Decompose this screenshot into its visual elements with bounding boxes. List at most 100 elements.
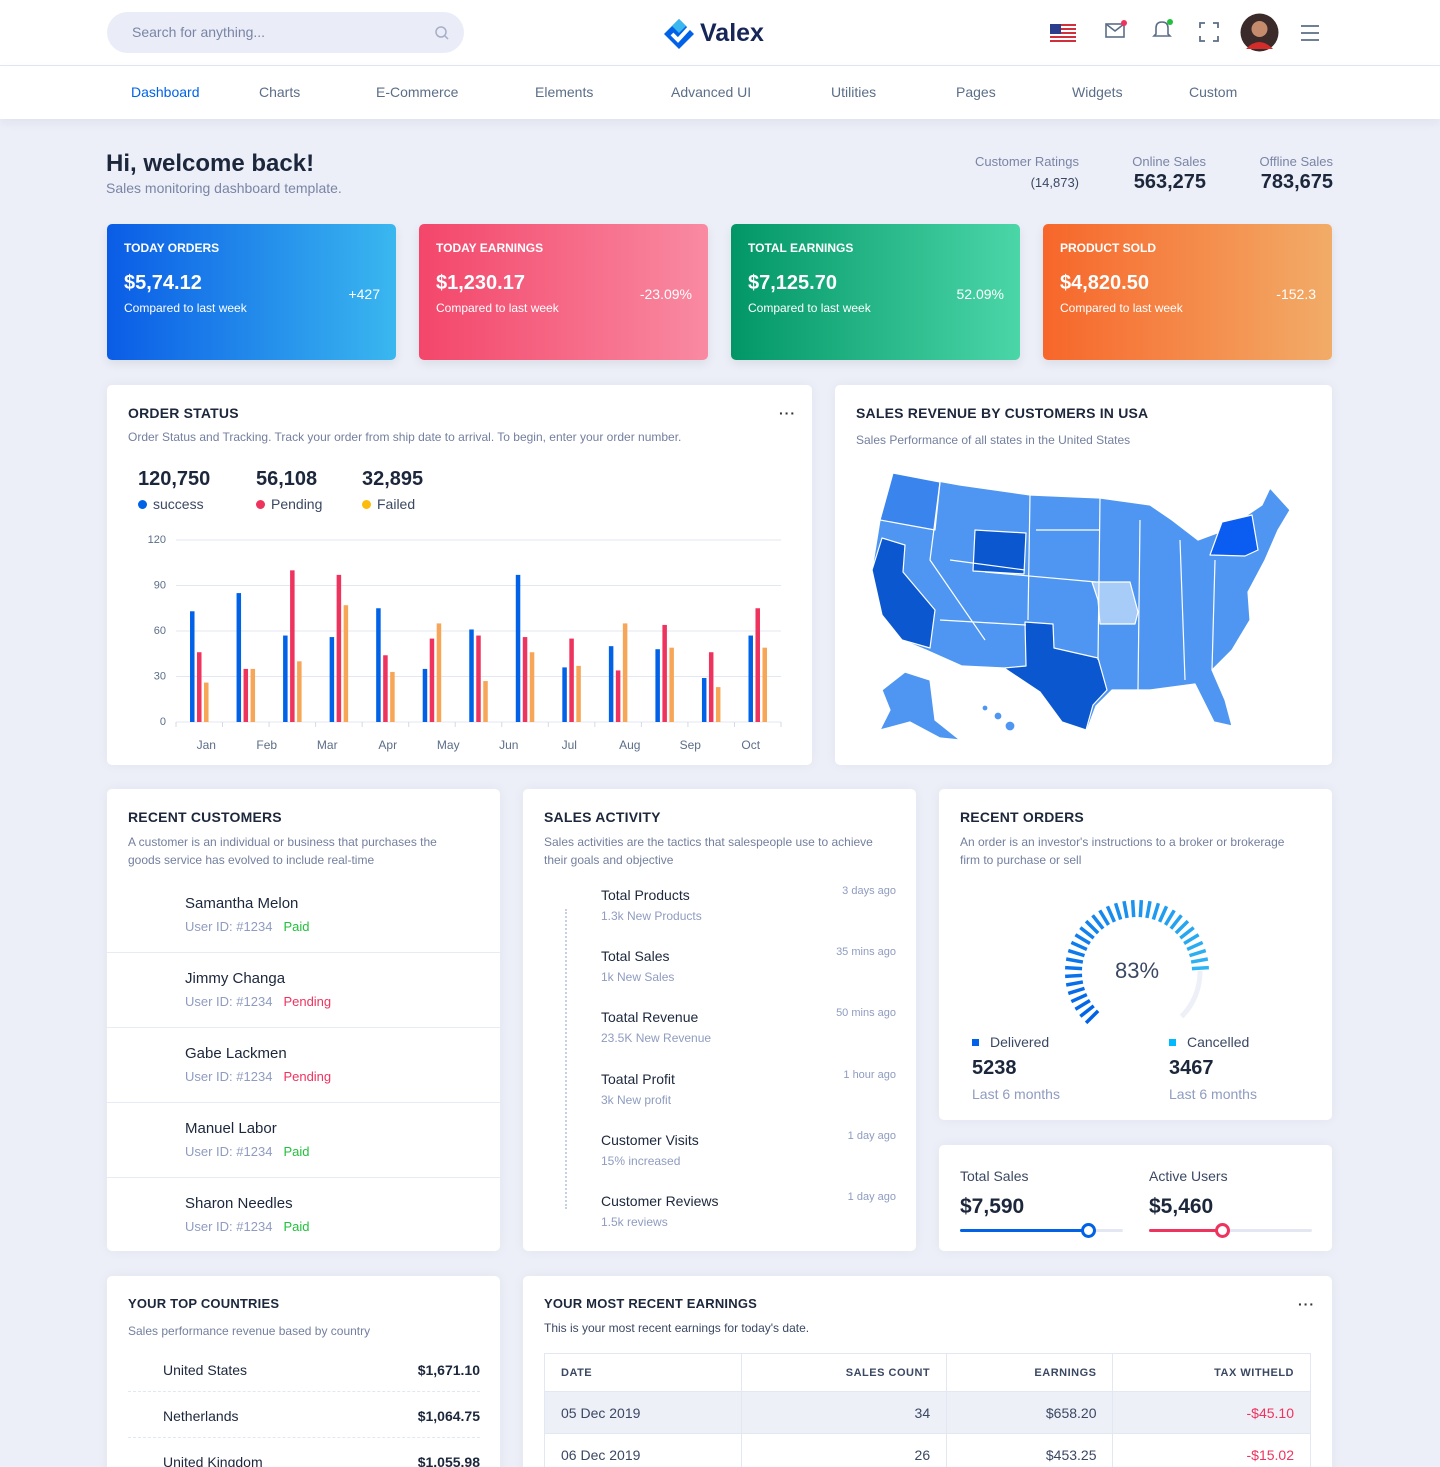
legend-item: success xyxy=(138,496,204,512)
stat-label: Offline Sales xyxy=(1259,154,1333,169)
legend-dot xyxy=(138,499,147,509)
card-title: RECENT ORDERS xyxy=(960,809,1084,825)
nav-item[interactable]: Utilities xyxy=(822,82,879,102)
fullscreen-icon[interactable] xyxy=(1199,22,1219,42)
search-box[interactable]: Search for anything... xyxy=(107,12,464,53)
card-title: PRODUCT SOLD xyxy=(1060,241,1156,255)
customer-name: Sharon Needles xyxy=(185,1195,293,1212)
slider-knob[interactable] xyxy=(1081,1223,1096,1238)
gauge-tick xyxy=(1130,900,1136,918)
table-cell: 34 xyxy=(740,1391,948,1434)
bar xyxy=(422,668,428,722)
user-avatar[interactable] xyxy=(1240,13,1279,52)
bar xyxy=(483,681,488,722)
row-divider xyxy=(107,952,500,953)
order-status-card: ORDER STATUS Order Status and Tracking. … xyxy=(107,385,812,765)
map-state[interactable] xyxy=(1091,581,1139,625)
legend-period: Last 6 months xyxy=(972,1086,1060,1102)
map-hawaii[interactable] xyxy=(1004,720,1016,732)
customer-name: Gabe Lackmen xyxy=(185,1045,287,1062)
bar xyxy=(515,574,521,722)
map-hawaii[interactable] xyxy=(993,711,1003,721)
bar xyxy=(190,611,195,722)
gauge-tick xyxy=(1186,940,1204,952)
map-state[interactable] xyxy=(1209,514,1259,557)
nav-item[interactable]: Elements xyxy=(526,82,596,102)
bar xyxy=(655,649,660,722)
y-tick-label: 30 xyxy=(154,670,166,682)
x-tick-label: Mar xyxy=(317,738,338,752)
customer-meta: User ID: #1234 Pending xyxy=(185,994,331,1009)
more-menu[interactable]: ··· xyxy=(1298,1296,1315,1312)
row-divider xyxy=(107,1027,500,1028)
map-state[interactable] xyxy=(879,472,941,531)
gauge-tick xyxy=(1079,1004,1095,1018)
nav-item[interactable]: E-Commerce xyxy=(367,82,461,102)
search-icon xyxy=(435,26,449,40)
main-nav: Dashboard Charts E-Commerce Elements Advance… xyxy=(0,66,1440,119)
table-row: 06 Dec 2019 26 $453.25 -$15.02 xyxy=(544,1433,1311,1467)
map-alaska[interactable] xyxy=(879,671,961,741)
summary-total: 56,108 xyxy=(256,468,318,490)
country-value: $1,064.75 xyxy=(417,1408,480,1424)
more-menu[interactable]: ··· xyxy=(779,405,796,421)
bar xyxy=(522,637,528,722)
mail-icon[interactable] xyxy=(1104,18,1128,42)
y-tick-label: 90 xyxy=(154,579,166,591)
card-title: TODAY EARNINGS xyxy=(436,241,544,255)
map-hawaii[interactable] xyxy=(981,704,989,712)
activity-time: 1 day ago xyxy=(847,1129,896,1142)
recent-orders-card: RECENT ORDERS An order is an investor's … xyxy=(939,789,1332,1120)
bar-chart: 0 30 60 90 120 Jan Feb Mar Apr May Jun Jul Aug Sep Oct xyxy=(148,534,782,752)
customer-name: Samantha Melon xyxy=(185,895,299,912)
card-note: Compared to last week xyxy=(748,301,871,315)
map-state[interactable] xyxy=(1003,621,1108,731)
flag-icon[interactable] xyxy=(1050,24,1076,42)
nav-item[interactable]: Charts xyxy=(250,82,303,102)
menu-icon[interactable] xyxy=(1300,24,1320,42)
totals-card: Total Sales $7,590 Active Users $5,460 xyxy=(939,1145,1332,1251)
bar xyxy=(236,593,242,722)
activity-time: 50 mins ago xyxy=(836,1007,896,1020)
gauge-tick xyxy=(1070,992,1088,1004)
map-state[interactable] xyxy=(871,537,936,649)
gauge-tick xyxy=(1067,948,1086,958)
card-subtitle: Sales activities are the tactics that sa… xyxy=(544,835,873,867)
gauge-tick xyxy=(1098,909,1111,926)
legend-name: Delivered xyxy=(990,1034,1050,1050)
activity-time: 35 mins ago xyxy=(836,946,896,959)
legend-label: success xyxy=(153,496,204,512)
table-cell: -$15.02 xyxy=(1112,1433,1311,1467)
legend-value: 3467 xyxy=(1169,1057,1214,1079)
nav-label: Custom xyxy=(1189,84,1238,100)
slider-knob[interactable] xyxy=(1215,1223,1230,1238)
nav-item[interactable]: Pages xyxy=(947,82,999,102)
bar xyxy=(562,667,567,722)
country-name: United States xyxy=(163,1362,248,1378)
bar xyxy=(343,605,349,722)
activity-time: 3 days ago xyxy=(842,885,896,897)
nav-label: Widgets xyxy=(1072,84,1123,100)
nav-label: E-Commerce xyxy=(376,84,459,100)
card-note: Compared to last week xyxy=(1060,301,1183,315)
nav-item[interactable]: Advanced UI xyxy=(662,82,754,102)
legend-dot xyxy=(362,499,371,509)
customer-status: Pending xyxy=(283,1069,332,1084)
x-tick-label: Jun xyxy=(499,738,518,752)
map-state[interactable] xyxy=(972,529,1027,575)
gauge-tick xyxy=(1151,902,1161,921)
legend-swatch xyxy=(1169,1038,1176,1046)
customer-name: Manuel Labor xyxy=(185,1120,277,1137)
stat-value: 783,675 xyxy=(1260,171,1333,193)
bar xyxy=(615,670,621,722)
nav-item[interactable]: Dashboard xyxy=(122,82,200,102)
stat-label: Online Sales xyxy=(1132,154,1206,169)
table-cell: 26 xyxy=(740,1433,948,1467)
legend-item: Pending xyxy=(256,496,322,512)
card-title: RECENT CUSTOMERS xyxy=(128,809,282,825)
gauge-tick xyxy=(1190,957,1209,964)
bell-icon[interactable] xyxy=(1151,17,1175,41)
nav-item[interactable]: Widgets xyxy=(1063,82,1123,102)
table-cell: 06 Dec 2019 xyxy=(544,1433,742,1467)
nav-item[interactable]: Custom xyxy=(1180,82,1240,102)
